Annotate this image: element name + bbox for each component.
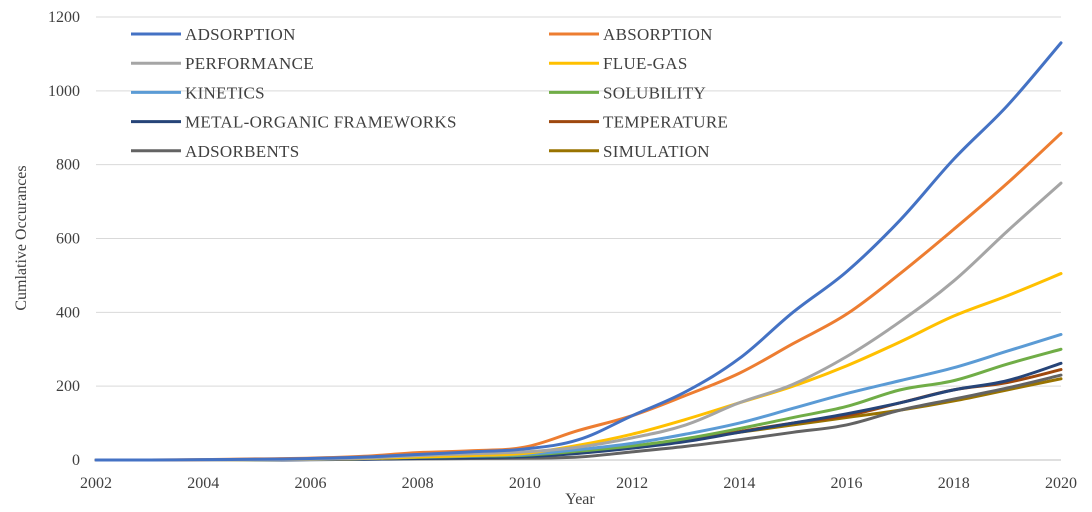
legend-label: ABSORPTION — [603, 25, 713, 44]
series-line-solubility — [94, 347, 1063, 462]
y-axis-ticks: 0 200 400 600 800 1000 1200 — [48, 9, 80, 469]
series-line-absorption — [94, 131, 1063, 462]
series-line-performance — [94, 181, 1063, 462]
y-axis-title: Cumlative Occurances — [13, 165, 30, 310]
legend-item: FLUE-GAS — [549, 54, 688, 73]
legend-label: KINETICS — [185, 83, 265, 102]
legend-item: SIMULATION — [549, 142, 710, 161]
x-tick-label: 2006 — [294, 475, 326, 492]
x-tick-label: 2008 — [402, 475, 434, 492]
series-line-adsorption — [94, 41, 1063, 462]
gridlines — [96, 16, 1061, 387]
legend-item: KINETICS — [131, 83, 265, 102]
legend-item: PERFORMANCE — [131, 54, 314, 73]
x-tick-label: 2016 — [831, 475, 863, 492]
series-line-flue-gas — [94, 272, 1063, 462]
y-tick-label: 1200 — [48, 9, 80, 26]
legend-label: TEMPERATURE — [603, 113, 728, 132]
legend-label: METAL-ORGANIC FRAMEWORKS — [185, 113, 457, 132]
legend-label: FLUE-GAS — [603, 54, 688, 73]
y-tick-label: 800 — [56, 157, 80, 174]
x-tick-label: 2020 — [1045, 475, 1077, 492]
legend-item: SOLUBILITY — [549, 83, 706, 102]
legend-label: ADSORPTION — [185, 25, 296, 44]
y-tick-label: 600 — [56, 231, 80, 248]
legend-item: METAL-ORGANIC FRAMEWORKS — [131, 113, 457, 132]
x-axis-ticks: 2002 2004 2006 2008 2010 2012 2014 2016 2018 2020 — [80, 475, 1077, 492]
legend-item: ABSORPTION — [549, 25, 713, 44]
x-tick-label: 2018 — [938, 475, 970, 492]
y-tick-label: 1000 — [48, 83, 80, 100]
series-lines — [94, 41, 1063, 462]
legend-item: TEMPERATURE — [549, 113, 728, 132]
x-tick-label: 2010 — [509, 475, 541, 492]
legend: ADSORPTION ABSORPTION PERFORMANCE FLUE-GAS K… — [131, 25, 728, 161]
legend-label: ADSORBENTS — [185, 142, 299, 161]
y-tick-label: 200 — [56, 378, 80, 395]
x-tick-label: 2012 — [616, 475, 648, 492]
x-tick-label: 2014 — [723, 475, 755, 492]
legend-item: ADSORPTION — [131, 25, 296, 44]
legend-label: PERFORMANCE — [185, 54, 314, 73]
x-tick-label: 2004 — [187, 475, 219, 492]
x-tick-label: 2002 — [80, 475, 112, 492]
y-tick-label: 0 — [72, 452, 80, 469]
legend-item: ADSORBENTS — [131, 142, 299, 161]
y-tick-label: 400 — [56, 304, 80, 321]
x-axis-title: Year — [565, 491, 595, 508]
legend-label: SIMULATION — [603, 142, 710, 161]
legend-label: SOLUBILITY — [603, 83, 706, 102]
